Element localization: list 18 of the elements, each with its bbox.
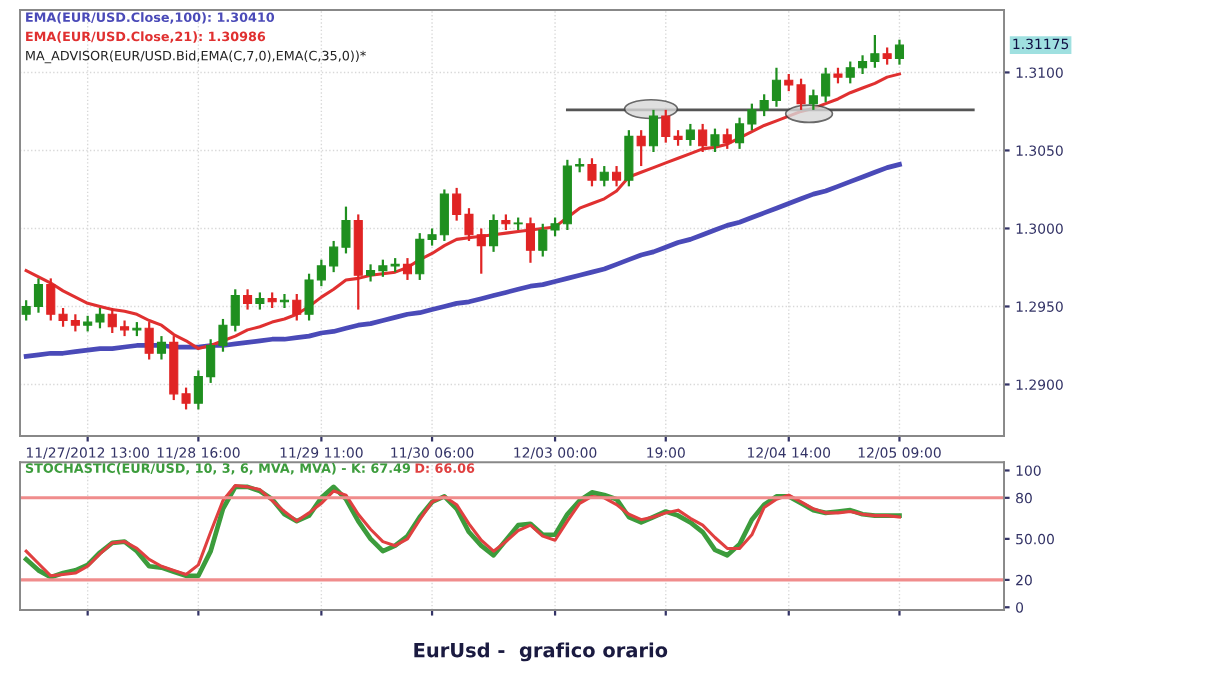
candlestick <box>402 256 413 282</box>
candlestick <box>648 108 659 154</box>
candlestick <box>525 216 536 264</box>
candlestick <box>710 127 720 154</box>
candlestick <box>685 122 695 147</box>
candlestick <box>599 164 609 188</box>
candlestick <box>624 129 634 188</box>
candlestick <box>489 213 499 253</box>
candlestick <box>698 122 708 154</box>
text: EurUsd - grafico orario <box>414 642 668 662</box>
candlestick <box>612 164 622 188</box>
candlestick <box>292 292 302 322</box>
candlestick <box>636 129 646 168</box>
candlestick <box>243 288 253 311</box>
candlestick <box>156 335 167 361</box>
candlestick <box>722 127 732 150</box>
candlestick <box>587 157 597 188</box>
candlestick <box>894 38 905 66</box>
